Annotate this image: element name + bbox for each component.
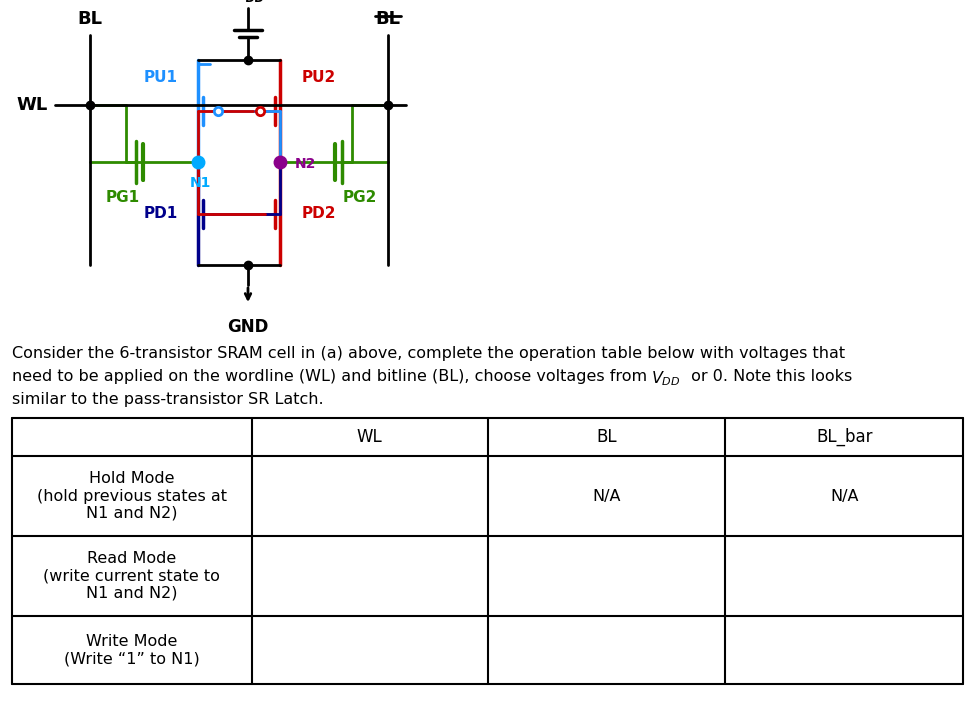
Text: GND: GND xyxy=(227,318,269,336)
Text: $\mathbf{V_{DD}}$: $\mathbf{V_{DD}}$ xyxy=(231,0,265,4)
Text: BL: BL xyxy=(596,428,616,446)
Text: similar to the pass-transistor SR Latch.: similar to the pass-transistor SR Latch. xyxy=(12,392,324,407)
Text: PG2: PG2 xyxy=(343,190,377,205)
Text: Hold Mode
(hold previous states at
N1 and N2): Hold Mode (hold previous states at N1 an… xyxy=(37,471,227,521)
Text: N/A: N/A xyxy=(592,488,621,503)
Text: Write Mode
(Write “1” to N1): Write Mode (Write “1” to N1) xyxy=(64,634,200,666)
Text: PD2: PD2 xyxy=(302,206,336,221)
Text: PG1: PG1 xyxy=(106,190,140,205)
Text: BL: BL xyxy=(375,10,401,28)
Text: need to be applied on the wordline (WL) and bitline (BL), choose voltages from: need to be applied on the wordline (WL) … xyxy=(12,369,652,384)
Text: PU1: PU1 xyxy=(144,70,178,85)
Text: BL_bar: BL_bar xyxy=(816,428,873,446)
Text: BL: BL xyxy=(77,10,102,28)
Text: N/A: N/A xyxy=(830,488,858,503)
Text: WL: WL xyxy=(17,96,48,114)
Text: N2: N2 xyxy=(295,157,316,171)
Text: $V_{DD}$: $V_{DD}$ xyxy=(651,369,681,388)
Text: Read Mode
(write current state to
N1 and N2): Read Mode (write current state to N1 and… xyxy=(44,551,220,601)
Text: WL: WL xyxy=(357,428,382,446)
Text: or 0. Note this looks: or 0. Note this looks xyxy=(686,369,852,384)
Text: PD1: PD1 xyxy=(143,206,178,221)
Text: N1: N1 xyxy=(189,176,211,190)
Text: Consider the 6-transistor SRAM cell in (a) above, complete the operation table b: Consider the 6-transistor SRAM cell in (… xyxy=(12,346,845,361)
Text: PU2: PU2 xyxy=(302,70,336,85)
